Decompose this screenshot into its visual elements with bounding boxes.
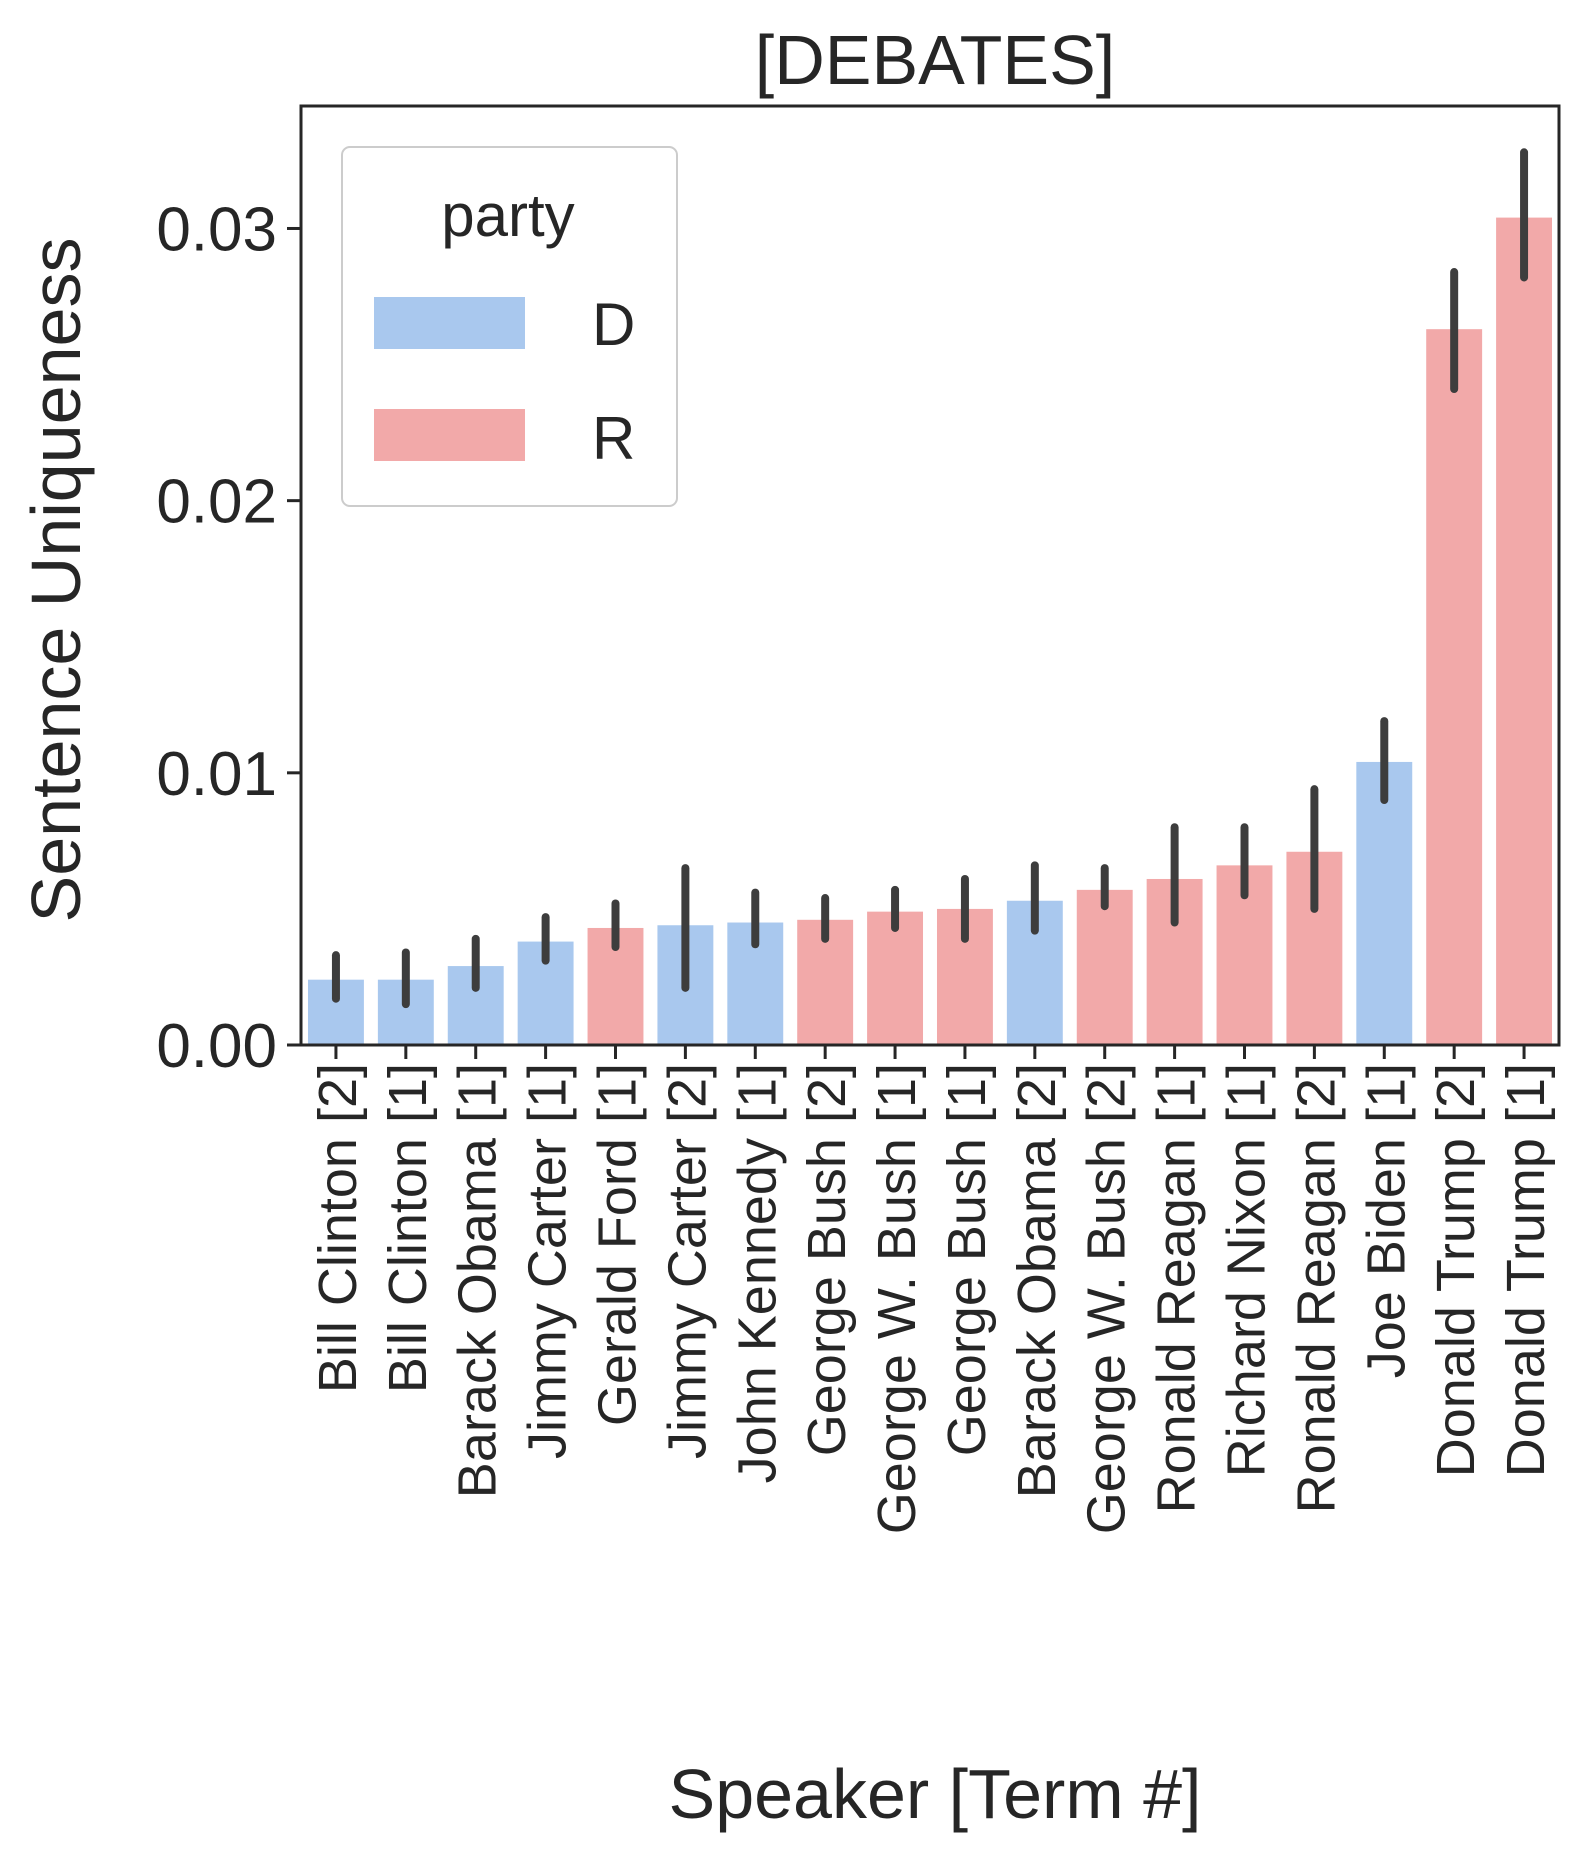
x-tick-label: Bill Clinton [1] — [378, 1063, 438, 1393]
x-axis-label: Speaker [Term #] — [669, 1755, 1202, 1833]
x-tick-label: Barack Obama [2] — [1007, 1063, 1067, 1498]
x-tick-label-term: [2] — [1077, 1063, 1137, 1123]
x-tick-label: George Bush [1] — [937, 1063, 997, 1456]
y-tick-label: 0.00 — [156, 1012, 277, 1081]
x-tick-label-term: [1] — [727, 1063, 787, 1123]
x-tick-label: John Kennedy [1] — [727, 1063, 787, 1483]
bar — [1076, 889, 1133, 1045]
x-tick-label-term: [1] — [518, 1063, 578, 1123]
x-tick-label-term: [1] — [1356, 1063, 1416, 1123]
errorbars-layer — [331, 148, 1529, 1009]
legend-label-d: D — [592, 291, 635, 358]
x-tick-label-speaker: Bill Clinton — [308, 1123, 368, 1393]
x-tick-label-term: [1] — [448, 1063, 508, 1123]
x-tick-label-speaker: Donald Trump — [1426, 1123, 1486, 1477]
bar — [1426, 329, 1483, 1045]
x-tick-label: Donald Trump [2] — [1426, 1063, 1486, 1477]
chart-title: [DEBATES] — [755, 21, 1115, 99]
bar — [1496, 217, 1553, 1045]
x-tick-label: Gerald Ford [1] — [588, 1063, 648, 1426]
bars-layer — [307, 217, 1553, 1045]
x-tick-label-speaker: Jimmy Carter — [657, 1123, 717, 1459]
x-tick-label: George Bush [2] — [797, 1063, 857, 1456]
legend-title: party — [441, 182, 574, 249]
x-tick-label: Barack Obama [1] — [448, 1063, 508, 1498]
x-tick-label-term: [2] — [797, 1063, 857, 1123]
bar — [867, 911, 924, 1045]
x-tick-label: Jimmy Carter [2] — [657, 1063, 717, 1459]
y-axis: 0.00 0.01 0.02 0.03 — [156, 195, 301, 1081]
x-tick-label-speaker: Gerald Ford — [588, 1123, 648, 1426]
x-axis: Bill Clinton [2]Bill Clinton [1]Barack O… — [308, 1045, 1556, 1534]
x-tick-label-term: [1] — [1496, 1063, 1556, 1123]
x-tick-label-speaker: George W. Bush — [1077, 1123, 1137, 1534]
x-tick-label: George W. Bush [1] — [867, 1063, 927, 1534]
x-tick-label: Bill Clinton [2] — [308, 1063, 368, 1393]
x-tick-label-speaker: George W. Bush — [867, 1123, 927, 1534]
x-tick-label-speaker: Barack Obama — [448, 1123, 508, 1498]
x-tick-label-speaker: George Bush — [797, 1123, 857, 1456]
x-tick-label: Donald Trump [1] — [1496, 1063, 1556, 1477]
y-tick-label: 0.01 — [156, 740, 277, 809]
x-tick-label-term: [1] — [378, 1063, 438, 1123]
x-tick-label-speaker: Ronald Reagan — [1286, 1123, 1346, 1513]
bar — [1356, 761, 1413, 1045]
x-tick-label: Joe Biden [1] — [1356, 1063, 1416, 1378]
x-tick-label-speaker: John Kennedy — [727, 1123, 787, 1483]
y-tick-label: 0.02 — [156, 468, 277, 537]
plot-frame — [299, 104, 1561, 1047]
legend-swatch-r — [374, 409, 525, 461]
legend-swatch-d — [374, 297, 525, 349]
x-tick-label-term: [2] — [308, 1063, 368, 1123]
x-tick-label-term: [2] — [1426, 1063, 1486, 1123]
x-tick-label: Ronald Reagan [1] — [1147, 1063, 1207, 1513]
x-tick-label-speaker: Ronald Reagan — [1147, 1123, 1207, 1513]
x-tick-label: Jimmy Carter [1] — [518, 1063, 578, 1459]
x-tick-label-speaker: Joe Biden — [1356, 1123, 1416, 1378]
x-tick-label-term: [2] — [1007, 1063, 1067, 1123]
x-tick-label-speaker: George Bush — [937, 1123, 997, 1456]
x-tick-label-term: [1] — [1147, 1063, 1207, 1123]
x-tick-label-speaker: Jimmy Carter — [518, 1123, 578, 1459]
x-tick-label-speaker: Barack Obama — [1007, 1123, 1067, 1498]
x-tick-label: Ronald Reagan [2] — [1286, 1063, 1346, 1513]
x-tick-label-term: [2] — [657, 1063, 717, 1123]
x-tick-label-term: [1] — [937, 1063, 997, 1123]
x-tick-label-speaker: Bill Clinton — [378, 1123, 438, 1393]
legend-label-r: R — [592, 405, 635, 472]
y-tick-label: 0.03 — [156, 195, 277, 264]
legend: party D R — [341, 146, 678, 507]
x-tick-label: Richard Nixon [1] — [1217, 1063, 1277, 1477]
x-tick-label: George W. Bush [2] — [1077, 1063, 1137, 1534]
x-tick-label-speaker: Richard Nixon — [1217, 1123, 1277, 1477]
x-tick-label-term: [1] — [588, 1063, 648, 1123]
x-tick-label-term: [1] — [1217, 1063, 1277, 1123]
x-tick-label-speaker: Donald Trump — [1496, 1123, 1556, 1477]
x-tick-label-term: [1] — [867, 1063, 927, 1123]
y-axis-label: Sentence Uniqueness — [17, 238, 95, 923]
x-tick-label-term: [2] — [1286, 1063, 1346, 1123]
